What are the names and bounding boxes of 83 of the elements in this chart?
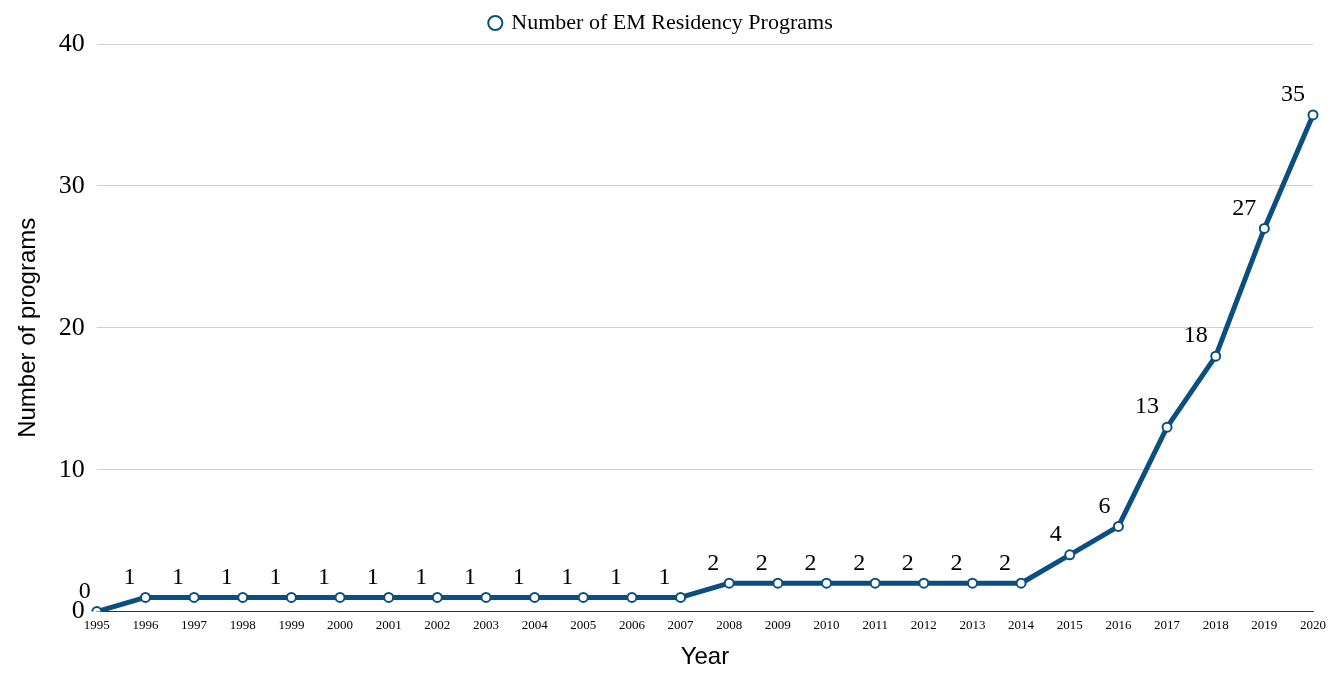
x-tick-label: 1996 <box>132 616 159 632</box>
x-tick-label: 2000 <box>327 616 354 632</box>
data-label: 1 <box>561 562 574 589</box>
data-label: 2 <box>804 548 817 575</box>
data-label: 4 <box>1049 520 1062 547</box>
data-label: 1 <box>269 562 282 589</box>
data-label: 1 <box>512 562 525 589</box>
x-tick-label: 1995 <box>83 616 110 632</box>
x-tick-label: 2002 <box>424 616 451 632</box>
data-label: 1 <box>318 562 331 589</box>
x-tick-label: 2003 <box>472 616 499 632</box>
x-tick-label: 2015 <box>1056 616 1083 632</box>
x-tick-label: 2013 <box>959 616 986 632</box>
point <box>966 577 978 589</box>
data-label: 2 <box>901 548 914 575</box>
point <box>334 591 346 603</box>
x-tick-label: 2008 <box>716 616 743 632</box>
point <box>821 577 833 589</box>
legend-label: Number of EM Residency Programs <box>511 8 833 34</box>
y-tick-label: 30 <box>58 169 85 199</box>
x-tick-label: 2001 <box>375 616 402 632</box>
x-tick-label: 2005 <box>570 616 597 632</box>
data-label: 2 <box>999 548 1012 575</box>
point <box>285 591 297 603</box>
y-axis-title: Number of programs <box>13 217 41 438</box>
point <box>1210 350 1222 362</box>
x-axis-title: Year <box>680 642 730 670</box>
x-tick-label: 2017 <box>1154 616 1181 632</box>
x-tick-label: 2010 <box>813 616 840 632</box>
data-label: 27 <box>1232 193 1257 220</box>
data-label: 6 <box>1098 491 1111 518</box>
data-label: 1 <box>220 562 233 589</box>
point <box>529 591 541 603</box>
point <box>723 577 735 589</box>
x-tick-label: 2014 <box>1008 616 1035 632</box>
point <box>918 577 930 589</box>
y-tick-label: 10 <box>58 453 85 483</box>
x-tick-label: 2006 <box>618 616 646 632</box>
point <box>237 591 249 603</box>
x-tick-label: 2012 <box>910 616 937 632</box>
point <box>1161 421 1173 433</box>
data-label: 35 <box>1281 80 1305 107</box>
x-tick-label: 2004 <box>521 616 549 632</box>
data-label: 1 <box>463 562 476 589</box>
point <box>869 577 881 589</box>
y-tick-label: 20 <box>58 311 85 341</box>
point <box>772 577 784 589</box>
data-label: 2 <box>755 548 768 575</box>
x-tick-label: 2016 <box>1105 616 1132 632</box>
data-label: 2 <box>707 548 720 575</box>
x-tick-label: 1998 <box>229 616 256 632</box>
point <box>1307 109 1319 121</box>
point <box>577 591 589 603</box>
point <box>383 591 395 603</box>
data-label: 18 <box>1183 321 1208 348</box>
point <box>480 591 492 603</box>
point <box>139 591 151 603</box>
point <box>626 591 638 603</box>
data-label: 1 <box>123 562 136 589</box>
data-label: 1 <box>658 562 671 589</box>
point <box>431 591 443 603</box>
x-tick-label: 1999 <box>278 616 305 632</box>
data-label: 1 <box>366 562 379 589</box>
x-tick-label: 1997 <box>181 616 208 632</box>
y-tick-label: 40 <box>58 27 85 57</box>
x-tick-label: 2019 <box>1251 616 1278 632</box>
point <box>188 591 200 603</box>
x-tick-label: 2007 <box>667 616 695 632</box>
point <box>1258 222 1270 234</box>
point <box>1112 520 1124 532</box>
x-tick-label: 2011 <box>862 616 888 632</box>
data-label: 2 <box>950 548 963 575</box>
data-label: 1 <box>172 562 185 589</box>
point <box>1064 549 1076 561</box>
data-label: 2 <box>853 548 866 575</box>
point <box>675 591 687 603</box>
data-label: 13 <box>1135 392 1160 419</box>
x-tick-label: 2020 <box>1300 616 1326 632</box>
x-tick-label: 2009 <box>764 616 791 632</box>
data-label: 1 <box>609 562 622 589</box>
point <box>1015 577 1027 589</box>
x-tick-label: 2018 <box>1202 616 1229 632</box>
data-label: 1 <box>415 562 428 589</box>
